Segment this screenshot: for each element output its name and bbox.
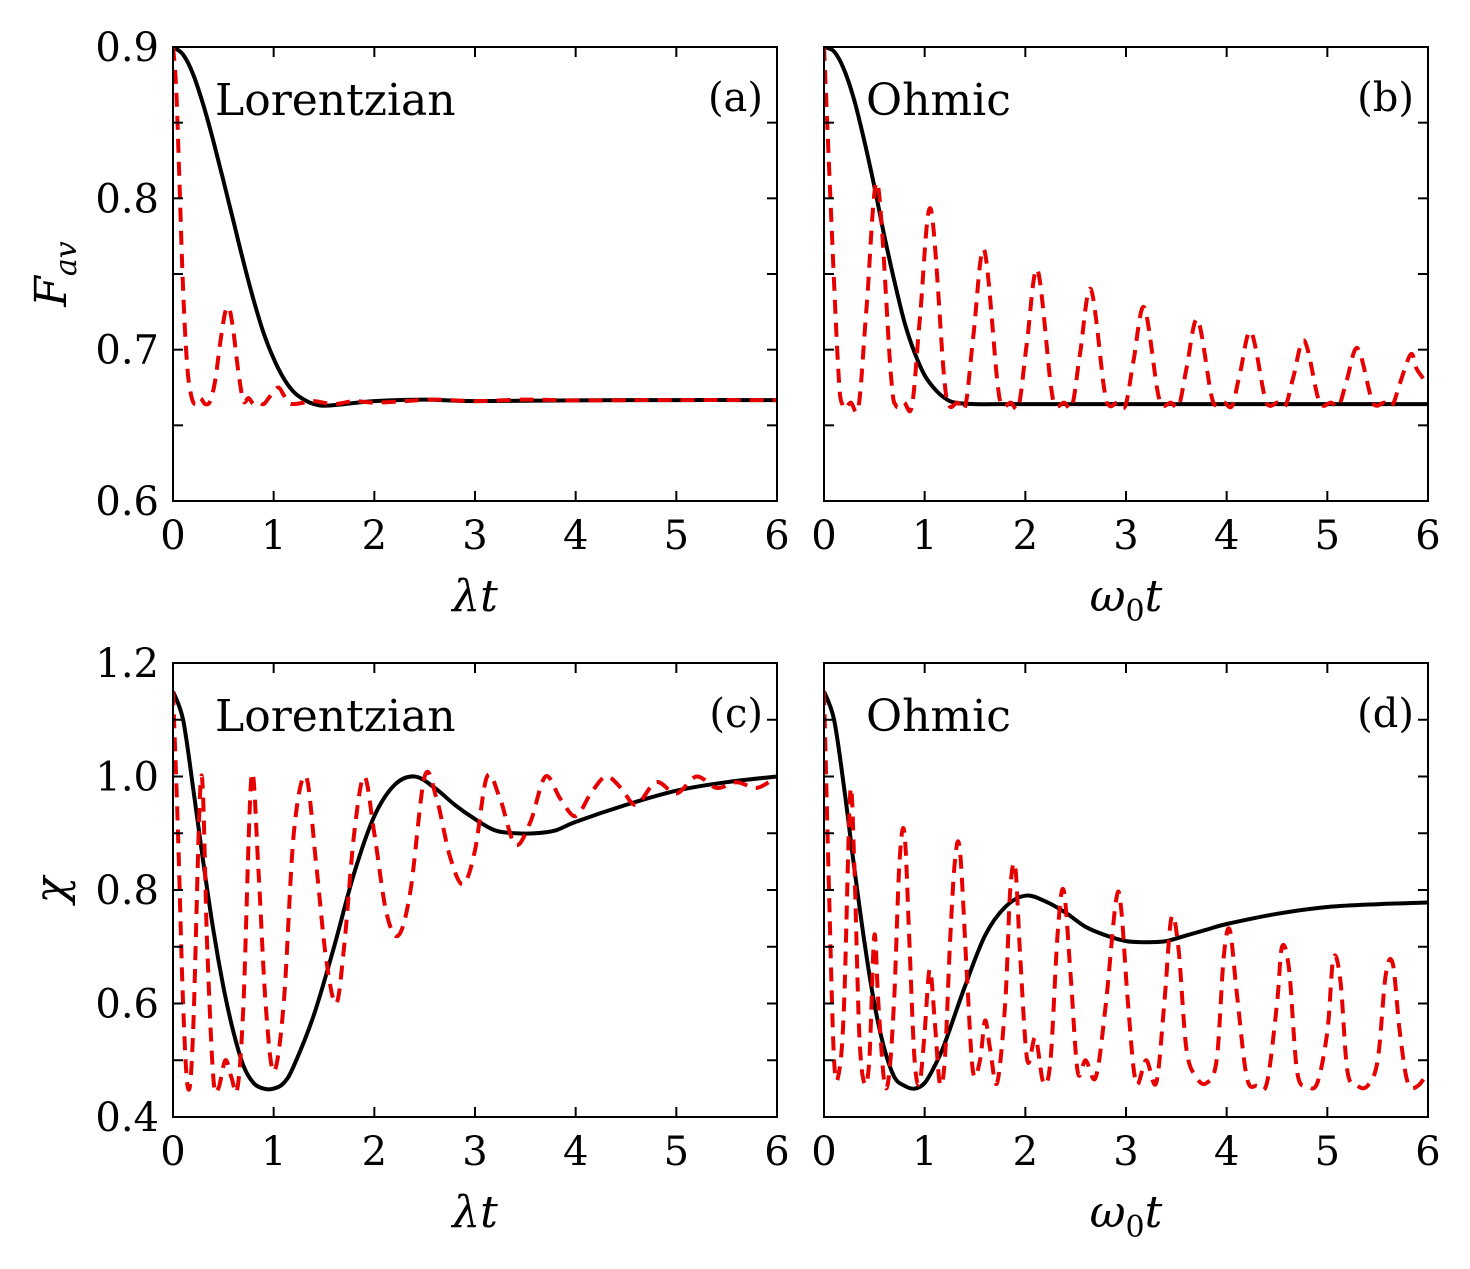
x-tick-label: 0: [811, 513, 836, 559]
y-tick-label: 1.0: [95, 755, 159, 801]
series-dashed-d: [824, 691, 1428, 1093]
panel-name-a: Lorentzian: [215, 75, 456, 126]
series-dashed-b: [824, 47, 1428, 415]
panel-name-d: Ohmic: [866, 691, 1011, 742]
x-tick-label: 6: [1415, 1129, 1440, 1175]
panel-tag-a: (a): [708, 75, 763, 121]
x-tick-label: 0: [160, 1129, 185, 1175]
x-axis-label-c: λt: [450, 1187, 498, 1238]
panel-name-b: Ohmic: [866, 75, 1011, 126]
x-tick-label: 0: [811, 1129, 836, 1175]
x-tick-label: 1: [261, 1129, 286, 1175]
panel-tag-d: (d): [1357, 691, 1414, 737]
x-tick-label: 5: [1315, 1129, 1340, 1175]
y-tick-label: 0.6: [95, 479, 159, 525]
y-tick-label: 0.6: [95, 982, 159, 1028]
x-tick-label: 4: [563, 1129, 588, 1175]
series-solid-c: [173, 690, 777, 1092]
y-tick-label: 0.4: [95, 1095, 159, 1141]
panel-a: 0 1 2 3 4 5 6 0.6 0.7 0.8 0.9 λt Fav Lorentzian (a): [26, 25, 790, 622]
panel-b: 0 1 2 3 4 5 6 ω0t Ohmic (b): [811, 46, 1441, 629]
x-tick-label: 2: [362, 513, 387, 559]
x-tick-label: 6: [764, 513, 789, 559]
x-tick-label: 3: [462, 1129, 487, 1175]
x-axis-label-b: ω0t: [1090, 571, 1163, 629]
x-tick-label: 6: [1415, 513, 1440, 559]
x-tick-label: 3: [1113, 513, 1138, 559]
x-tick-label: 6: [764, 1129, 789, 1175]
x-tick-label: 2: [1013, 513, 1038, 559]
x-tick-label: 4: [1214, 1129, 1239, 1175]
y-tick-label: 0.7: [95, 328, 159, 374]
y-axis-label-a: Fav: [26, 241, 84, 307]
x-tick-label: 1: [912, 1129, 937, 1175]
x-tick-label: 2: [362, 1129, 387, 1175]
x-tick-label: 5: [664, 1129, 689, 1175]
x-tick-label: 1: [261, 513, 286, 559]
panel-tag-c: (c): [709, 691, 763, 737]
x-tick-label: 3: [1113, 1129, 1138, 1175]
x-tick-label: 1: [912, 513, 937, 559]
series-dashed-a: [173, 47, 777, 407]
x-tick-label: 4: [1214, 513, 1239, 559]
y-axis-label-c: χ: [26, 874, 77, 906]
y-tick-label: 0.8: [95, 868, 159, 914]
x-tick-label: 0: [160, 513, 185, 559]
series-solid-b: [824, 47, 1428, 407]
panel-c: 0 1 2 3 4 5 6 0.4 0.6 0.8 1.0 1.2 λt χ Lorentzian (c): [26, 641, 790, 1238]
series-dashed-c: [173, 691, 777, 1095]
y-tick-label: 1.2: [95, 641, 159, 687]
x-axis-label-d: ω0t: [1090, 1187, 1163, 1245]
panel-name-c: Lorentzian: [215, 691, 456, 742]
x-tick-label: 4: [563, 513, 588, 559]
panel-tag-b: (b): [1357, 75, 1414, 121]
y-tick-label: 0.8: [95, 176, 159, 222]
series-solid-d: [824, 690, 1428, 1091]
x-tick-label: 3: [462, 513, 487, 559]
panel-d: 0 1 2 3 4 5 6 ω0t Ohmic (d): [811, 662, 1441, 1245]
y-tick-label: 0.9: [95, 25, 159, 71]
x-tick-label: 5: [664, 513, 689, 559]
x-tick-label: 5: [1315, 513, 1340, 559]
x-axis-label-a: λt: [450, 571, 498, 622]
x-tick-label: 2: [1013, 1129, 1038, 1175]
